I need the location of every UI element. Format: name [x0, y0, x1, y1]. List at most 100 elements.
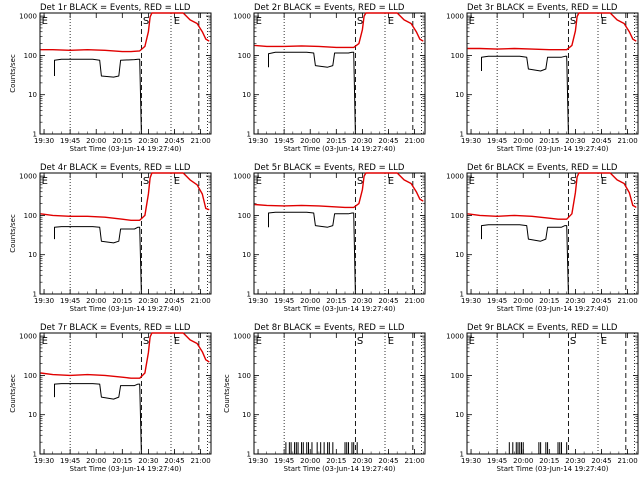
flag-label-e: E: [174, 16, 180, 27]
x-tick-label: 20:00: [513, 457, 533, 465]
flag-label-s: S: [570, 336, 576, 347]
y-tick-label: 1: [33, 131, 37, 139]
flag-label-s: S: [143, 16, 149, 27]
flag-label-s: S: [357, 336, 363, 347]
y-tick-label: 1000: [19, 13, 37, 21]
panel-title: Det 3r BLACK = Events, RED = LLD: [467, 3, 618, 13]
y-tick-label: 100: [24, 212, 37, 220]
panel-det-8r: Det 8r BLACK = Events, RED = LLD 1 10 100 10…: [223, 323, 426, 473]
flag-label-s: S: [143, 176, 149, 187]
y-tick-label: 1000: [233, 333, 251, 341]
y-tick-label: 1: [460, 291, 464, 299]
y-tick-label: 1000: [19, 173, 37, 181]
panel-det-7r: Det 7r BLACK = Events, RED = LLD 1 10 100 10…: [9, 323, 212, 473]
x-axis-label: Start Time (03-Jun-14 19:27:40): [497, 145, 609, 153]
x-tick-label: 20:30: [138, 297, 158, 305]
panel-title: Det 6r BLACK = Events, RED = LLD: [467, 163, 618, 173]
x-tick-label: 20:00: [300, 457, 320, 465]
panel-det-5r: Det 5r BLACK = Events, RED = LLD 1 10 100 10…: [233, 163, 426, 313]
x-tick-label: 20:45: [378, 137, 398, 145]
y-tick-label: 100: [238, 52, 251, 60]
panel-title: Det 1r BLACK = Events, RED = LLD: [40, 3, 191, 13]
flag-label-e: E: [42, 336, 48, 347]
y-tick-label: 1: [33, 291, 37, 299]
x-tick-label: 20:30: [138, 137, 158, 145]
y-tick-label: 10: [455, 251, 464, 259]
lld-series-line: [254, 172, 424, 209]
y-tick-label: 1: [247, 451, 251, 459]
x-tick-label: 20:45: [591, 297, 611, 305]
y-tick-label: 1000: [233, 13, 251, 21]
flag-label-e: E: [42, 176, 48, 187]
x-tick-label: 20:00: [513, 297, 533, 305]
x-tick-label: 21:00: [190, 137, 210, 145]
plot-frame: [253, 172, 426, 295]
panel-title: Det 5r BLACK = Events, RED = LLD: [254, 163, 405, 173]
flag-label-e: E: [256, 176, 262, 187]
x-tick-label: 20:30: [565, 297, 585, 305]
x-tick-label: 21:00: [617, 297, 637, 305]
x-tick-label: 20:15: [539, 457, 559, 465]
panel-title: Det 7r BLACK = Events, RED = LLD: [40, 323, 191, 333]
y-axis-label: Counts/sec: [9, 54, 17, 93]
flag-label-s: S: [570, 16, 576, 27]
events-series-line: [268, 211, 358, 295]
flag-label-e: E: [469, 176, 475, 187]
x-tick-label: 20:00: [86, 137, 106, 145]
x-tick-label: 20:30: [565, 457, 585, 465]
y-tick-label: 1: [460, 451, 464, 459]
y-tick-label: 1000: [446, 173, 464, 181]
events-series-line: [481, 224, 571, 295]
flag-label-e: E: [42, 16, 48, 27]
plot-frame: [466, 332, 639, 455]
x-tick-label: 20:00: [86, 457, 106, 465]
x-tick-label: 21:00: [617, 137, 637, 145]
flag-label-e: E: [601, 176, 607, 187]
events-series-line: [54, 226, 144, 295]
y-tick-label: 10: [28, 91, 37, 99]
lld-series-line: [40, 332, 210, 379]
x-tick-label: 19:30: [248, 297, 268, 305]
y-tick-label: 10: [242, 91, 251, 99]
flag-label-e: E: [388, 176, 394, 187]
y-tick-label: 100: [238, 212, 251, 220]
x-axis-label: Start Time (03-Jun-14 19:27:40): [497, 305, 609, 313]
y-tick-label: 10: [455, 411, 464, 419]
x-tick-label: 20:30: [138, 457, 158, 465]
x-tick-label: 19:45: [60, 137, 80, 145]
panel-det-2r: Det 2r BLACK = Events, RED = LLD 1 10 100 10…: [233, 3, 426, 153]
flag-label-e: E: [469, 336, 475, 347]
panel-det-1r: Det 1r BLACK = Events, RED = LLD 1 10 100 10…: [9, 3, 212, 153]
plot-frame: [39, 12, 212, 135]
flag-label-s: S: [357, 176, 363, 187]
flag-label-e: E: [469, 16, 475, 27]
x-tick-label: 19:30: [248, 457, 268, 465]
x-tick-label: 20:00: [300, 297, 320, 305]
y-tick-label: 1: [460, 131, 464, 139]
plot-frame: [466, 12, 639, 135]
flag-label-s: S: [570, 176, 576, 187]
flag-label-e: E: [174, 176, 180, 187]
y-axis-label: Counts/sec: [9, 214, 17, 253]
y-tick-label: 100: [451, 52, 464, 60]
y-tick-label: 1000: [233, 173, 251, 181]
x-axis-label: Start Time (03-Jun-14 19:27:40): [284, 145, 396, 153]
x-tick-label: 20:30: [352, 137, 372, 145]
x-tick-label: 19:45: [274, 457, 294, 465]
x-tick-label: 20:30: [352, 457, 372, 465]
panel-det-4r: Det 4r BLACK = Events, RED = LLD 1 10 100 10…: [9, 163, 212, 313]
y-tick-label: 10: [455, 91, 464, 99]
y-tick-label: 100: [24, 52, 37, 60]
flag-label-e: E: [174, 336, 180, 347]
events-series-line: [481, 55, 571, 135]
x-tick-label: 21:00: [190, 297, 210, 305]
plot-frame: [39, 332, 212, 455]
y-tick-label: 10: [242, 251, 251, 259]
panel-title: Det 9r BLACK = Events, RED = LLD: [467, 323, 618, 333]
x-tick-label: 20:45: [591, 137, 611, 145]
x-axis-label: Start Time (03-Jun-14 19:27:40): [70, 465, 182, 473]
events-series-line: [54, 58, 144, 135]
panel-title: Det 8r BLACK = Events, RED = LLD: [254, 323, 405, 333]
x-axis-label: Start Time (03-Jun-14 19:27:40): [284, 305, 396, 313]
